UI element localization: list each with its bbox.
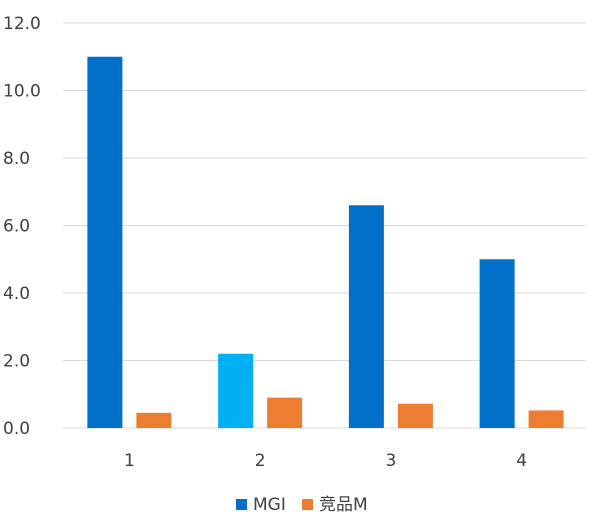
x-tick-label: 4 bbox=[516, 451, 527, 471]
bar-MGI-3 bbox=[348, 205, 384, 428]
legend-label: 竞品M bbox=[319, 495, 368, 515]
y-tick-label: 10.0 bbox=[3, 82, 41, 102]
legend: MGI 竞品M bbox=[236, 495, 368, 515]
x-axis-ticks: 1 2 3 4 bbox=[124, 451, 527, 471]
x-tick-label: 2 bbox=[255, 451, 266, 471]
bar-MGI-1 bbox=[87, 56, 123, 428]
y-tick-label: 2.0 bbox=[3, 352, 30, 372]
bar-MGI-2 bbox=[218, 353, 254, 428]
bar-竞品M-3 bbox=[397, 403, 433, 428]
y-tick-label: 0.0 bbox=[3, 419, 30, 439]
gridlines bbox=[63, 22, 586, 429]
bar-竞品M-2 bbox=[267, 397, 303, 428]
y-tick-label: 6.0 bbox=[3, 217, 30, 237]
legend-swatch bbox=[302, 499, 313, 510]
legend-label: MGI bbox=[253, 495, 286, 515]
y-tick-label: 8.0 bbox=[3, 149, 30, 169]
legend-swatch bbox=[236, 499, 247, 510]
bar-竞品M-4 bbox=[528, 410, 564, 428]
y-axis-ticks: 0.0 2.0 4.0 6.0 8.0 10.0 12.0 bbox=[3, 14, 41, 439]
bars bbox=[87, 56, 564, 428]
x-tick-label: 3 bbox=[385, 451, 396, 471]
x-tick-label: 1 bbox=[124, 451, 135, 471]
bar-MGI-4 bbox=[479, 259, 515, 428]
y-tick-label: 12.0 bbox=[3, 14, 41, 34]
bar-竞品M-1 bbox=[136, 412, 172, 428]
y-tick-label: 4.0 bbox=[3, 284, 30, 304]
